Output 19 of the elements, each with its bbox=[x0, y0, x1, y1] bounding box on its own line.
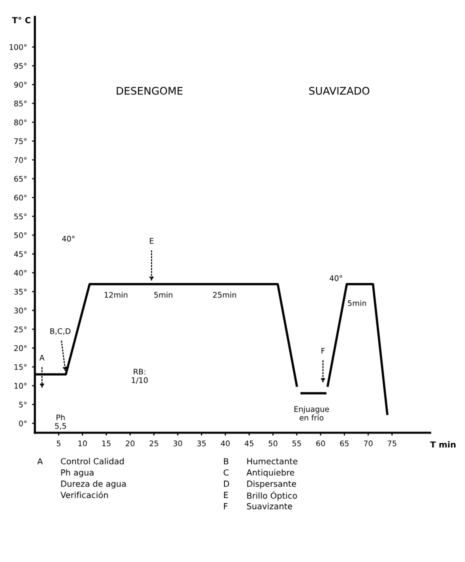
text: B bbox=[224, 458, 228, 464]
annotation: SUAVIZADO bbox=[309, 86, 370, 95]
text: Verificación bbox=[60, 491, 108, 498]
text: Suavizante bbox=[247, 502, 292, 510]
text: Dureza de agua bbox=[61, 480, 126, 488]
text: F bbox=[224, 503, 228, 510]
text: Humectante bbox=[247, 458, 298, 464]
annotation: DESENGOME bbox=[116, 86, 183, 95]
text: Ph agua bbox=[61, 469, 94, 478]
text: Dispersante bbox=[247, 480, 296, 488]
text: D bbox=[224, 480, 230, 487]
text: Antiquiebre bbox=[246, 469, 294, 478]
text: E bbox=[224, 492, 228, 498]
x-axis-title: T min bbox=[430, 441, 456, 448]
text: C bbox=[224, 469, 229, 476]
y-axis-title: T° C bbox=[12, 16, 30, 24]
text: Control Calidad bbox=[60, 458, 124, 464]
text: A bbox=[37, 458, 43, 464]
text: Brillo Óptico bbox=[247, 490, 297, 500]
